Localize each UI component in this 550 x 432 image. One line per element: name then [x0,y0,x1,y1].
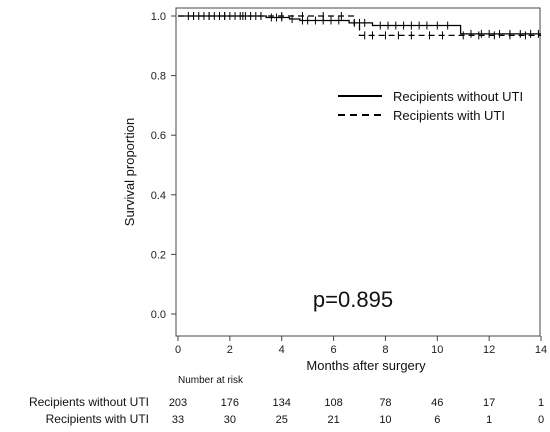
x-tick-label: 0 [175,344,181,356]
risk-table-header: Number at risk [178,375,244,386]
risk-count: 6 [434,414,440,426]
p-value-annotation: p=0.895 [313,287,393,312]
risk-table-counts: 203 176 134 108 78 46 17 133 30 25 21 10 6 1 0 [169,397,544,426]
risk-row-label-without-uti: Recipients without UTI [29,395,149,409]
x-tick-label: 14 [535,344,547,356]
risk-count: 203 [169,397,187,409]
risk-count: 1 [538,397,544,409]
survival-curves [178,15,541,37]
risk-count: 108 [324,397,342,409]
risk-count: 46 [431,397,443,409]
x-tick-label: 2 [227,344,233,356]
legend-label-with-uti: Recipients with UTI [393,108,505,123]
risk-count: 176 [221,397,239,409]
x-tick-label: 4 [279,344,285,356]
plot-frame [175,7,541,337]
y-tick-label: 0.0 [151,309,166,321]
x-axis-title: Months after surgery [306,358,426,373]
risk-count: 25 [276,414,288,426]
x-tick-label: 6 [331,344,337,356]
risk-count: 134 [273,397,291,409]
y-axis-title: Survival proportion [122,118,137,226]
x-tick-label: 10 [431,344,443,356]
y-tick-label: 0.6 [151,130,166,142]
x-tick-label: 8 [382,344,388,356]
curve-without-uti [178,15,541,35]
risk-count: 1 [486,414,492,426]
risk-count: 21 [327,414,339,426]
y-tick-label: 1.0 [151,11,166,23]
risk-count: 17 [483,397,495,409]
risk-count: 10 [379,414,391,426]
risk-row-label-with-uti: Recipients with UTI [46,412,149,426]
risk-count: 33 [172,414,184,426]
y-tick-label: 0.2 [151,249,166,261]
risk-count: 30 [224,414,236,426]
plot-axes [175,7,541,337]
curve-with-uti [178,15,541,37]
censor-marks [187,12,539,40]
legend-label-without-uti: Recipients without UTI [393,89,523,104]
legend: Recipients without UTI Recipients with U… [338,89,523,123]
risk-count: 78 [379,397,391,409]
x-tick-label: 12 [483,344,495,356]
y-axis-ticks: 0.0 0.2 0.4 0.6 0.8 1.0 [151,11,176,321]
y-tick-label: 0.4 [151,190,166,202]
risk-count: 0 [538,414,544,426]
y-tick-label: 0.8 [151,71,166,83]
x-axis-ticks: 0 2 4 6 8 10 12 14 [175,336,547,356]
